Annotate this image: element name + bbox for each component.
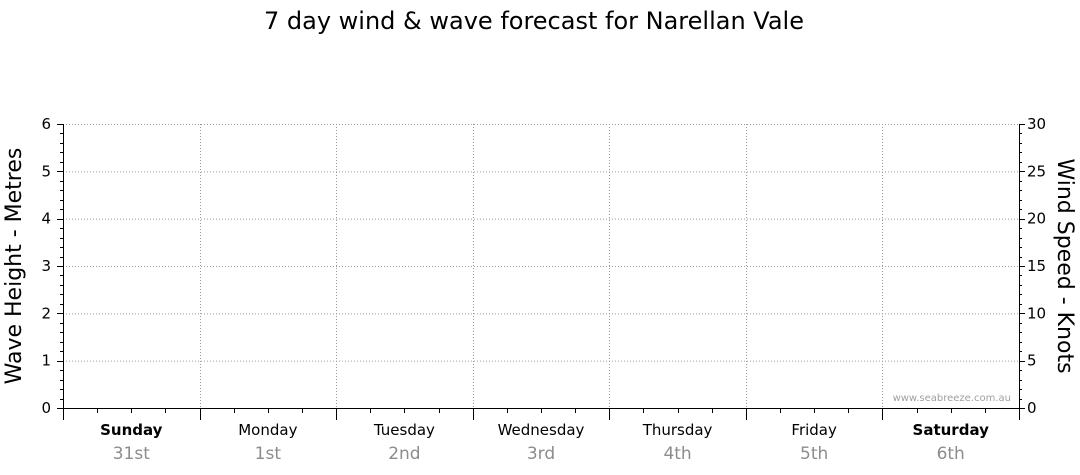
day-name-label: Tuesday — [373, 421, 435, 439]
y-left-tick-label: 2 — [41, 304, 51, 322]
y-right-axis-label: Wind Speed - Knots — [1052, 158, 1077, 373]
day-name-label: Friday — [791, 421, 837, 439]
day-name-label: Monday — [238, 421, 297, 439]
day-date-label: 31st — [113, 444, 150, 464]
x-day-ticks — [63, 408, 1020, 420]
day-date-label: 2nd — [388, 444, 420, 464]
y-right-tick-label: 5 — [1027, 352, 1037, 370]
day-date-label: 5th — [800, 444, 828, 464]
credit-text: www.seabreeze.com.au — [893, 393, 1011, 404]
day-date-label: 6th — [937, 444, 965, 464]
y-left-tick-label: 5 — [41, 162, 51, 180]
day-date-label: 3rd — [527, 444, 555, 464]
y-left-tick-label: 6 — [41, 115, 51, 133]
x-day-labels: Sunday 31st Monday 1st Tuesday 2nd Wednesday 3r… — [100, 421, 989, 464]
y-right-tick-label: 25 — [1027, 162, 1046, 180]
day-name-label: Wednesday — [498, 421, 585, 439]
y-left-tick-label: 4 — [41, 210, 51, 228]
day-name-label: Saturday — [913, 421, 990, 439]
y-left-tick-label: 1 — [41, 352, 51, 370]
y-left-axis-label: Wave Height - Metres — [2, 148, 27, 385]
y-right-tick-label: 20 — [1027, 210, 1046, 228]
grid-lines — [63, 124, 1019, 408]
y-left-ticks: 0 1 2 3 4 5 6 — [41, 115, 63, 417]
y-right-tick-label: 30 — [1027, 115, 1046, 133]
day-name-label: Thursday — [642, 421, 713, 439]
y-right-tick-label: 10 — [1027, 304, 1046, 322]
day-date-label: 1st — [255, 444, 282, 464]
y-right-tick-label: 15 — [1027, 257, 1046, 275]
y-left-tick-label: 0 — [41, 399, 51, 417]
y-right-tick-label: 0 — [1027, 399, 1037, 417]
day-date-label: 4th — [663, 444, 691, 464]
day-name-label: Sunday — [100, 421, 163, 439]
y-right-ticks: 0 5 10 15 20 25 30 — [1019, 115, 1046, 417]
y-left-tick-label: 3 — [41, 257, 51, 275]
chart-title: 7 day wind & wave forecast for Narellan … — [264, 7, 804, 35]
